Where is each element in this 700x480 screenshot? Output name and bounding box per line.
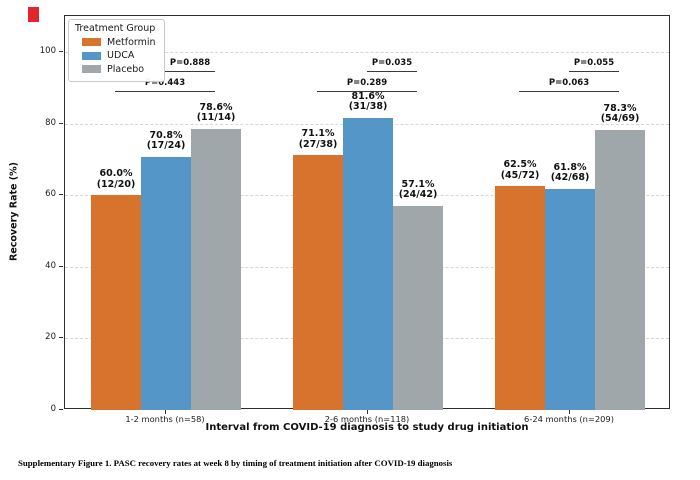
gridline-100: [65, 52, 669, 53]
x-axis-label: Interval from COVID-19 diagnosis to stud…: [205, 422, 529, 433]
bar-metformin-0: [91, 195, 141, 410]
y-tick-label: 20: [45, 332, 56, 343]
y-axis-label: Recovery Rate (%): [8, 162, 20, 261]
y-tick-mark: [59, 337, 63, 339]
bar-value-label: 62.5% (45/72): [500, 159, 540, 181]
pvalue-label: P=0.055: [573, 58, 615, 68]
bar-placebo-0: [191, 128, 241, 410]
legend-items: Metformin UDCA Placebo: [75, 37, 156, 75]
y-tick-mark: [59, 122, 63, 124]
pvalue-bracket: [165, 71, 215, 72]
y-tick-mark: [59, 51, 63, 52]
legend-swatch-icon: [82, 38, 101, 46]
legend-swatch-icon: [82, 51, 101, 60]
pvalue-bracket: [367, 71, 417, 72]
figure-caption: Supplementary Figure 1. PASC recovery ra…: [18, 458, 453, 468]
plot-area: 60.0% (12/20) 71.1% (27/38) 62.5% (45/72) 70.8…: [64, 15, 670, 410]
red-marker: [28, 7, 39, 22]
x-tick-mark: [367, 410, 368, 414]
bar-placebo-1: [393, 205, 443, 410]
bar-udca-2: [545, 188, 595, 410]
x-tick-mark: [569, 410, 570, 414]
legend-item-label: UDCA: [107, 50, 135, 61]
pvalue-label: P=0.443: [144, 78, 186, 88]
pvalue-label: P=0.035: [371, 58, 413, 68]
bar-value-label: 71.1% (27/38): [298, 128, 338, 151]
pvalue-bracket: [317, 91, 417, 92]
bar-placebo-2: [595, 129, 645, 410]
x-tick-label: 6-24 months (n=209): [524, 414, 614, 424]
bar-value-label: 70.8% (17/24): [146, 129, 186, 152]
bar-value-label: 57.1% (24/42): [398, 178, 438, 201]
bar-metformin-2: [495, 186, 545, 410]
y-tick-label: 40: [45, 260, 56, 271]
bar-value-label: 78.6% (11/14): [196, 101, 236, 124]
bar-value-label: 60.0% (12/20): [96, 168, 136, 190]
legend-item-placebo: Placebo: [82, 64, 156, 75]
legend-item-label: Metformin: [107, 36, 156, 48]
y-tick-mark: [59, 194, 63, 196]
bar-metformin-1: [293, 155, 343, 410]
pvalue-label: P=0.063: [548, 78, 590, 88]
y-tick-label: 80: [45, 117, 56, 128]
bar-value-label: 61.8% (42/68): [550, 161, 590, 184]
pvalue-bracket: [569, 71, 619, 72]
pvalue-label: P=0.888: [169, 58, 211, 68]
y-tick-label: 100: [39, 46, 56, 56]
legend-swatch-icon: [82, 65, 101, 73]
bar-value-label: 81.6% (31/38): [348, 90, 388, 113]
bar-value-label: 78.3% (54/69): [600, 102, 640, 125]
legend-item-udca: UDCA: [82, 50, 156, 61]
legend-title: Treatment Group: [75, 23, 156, 34]
x-tick-mark: [165, 410, 166, 414]
legend: Treatment Group Metformin UDCA Placebo: [68, 19, 165, 82]
pvalue-bracket: [115, 91, 215, 92]
y-tick-mark: [59, 409, 63, 410]
legend-item-label: Placebo: [107, 63, 145, 75]
y-tick-label: 0: [50, 404, 56, 414]
x-tick-label: 2-6 months (n=118): [324, 414, 410, 424]
pvalue-bracket: [519, 91, 619, 92]
bar-udca-0: [141, 156, 191, 410]
y-tick-mark: [59, 265, 63, 267]
y-tick-label: 60: [45, 189, 56, 200]
bar-udca-1: [343, 117, 393, 410]
pvalue-label: P=0.289: [346, 78, 388, 88]
legend-item-metformin: Metformin: [82, 37, 156, 48]
x-tick-label: 1-2 months (n=58): [125, 414, 205, 424]
